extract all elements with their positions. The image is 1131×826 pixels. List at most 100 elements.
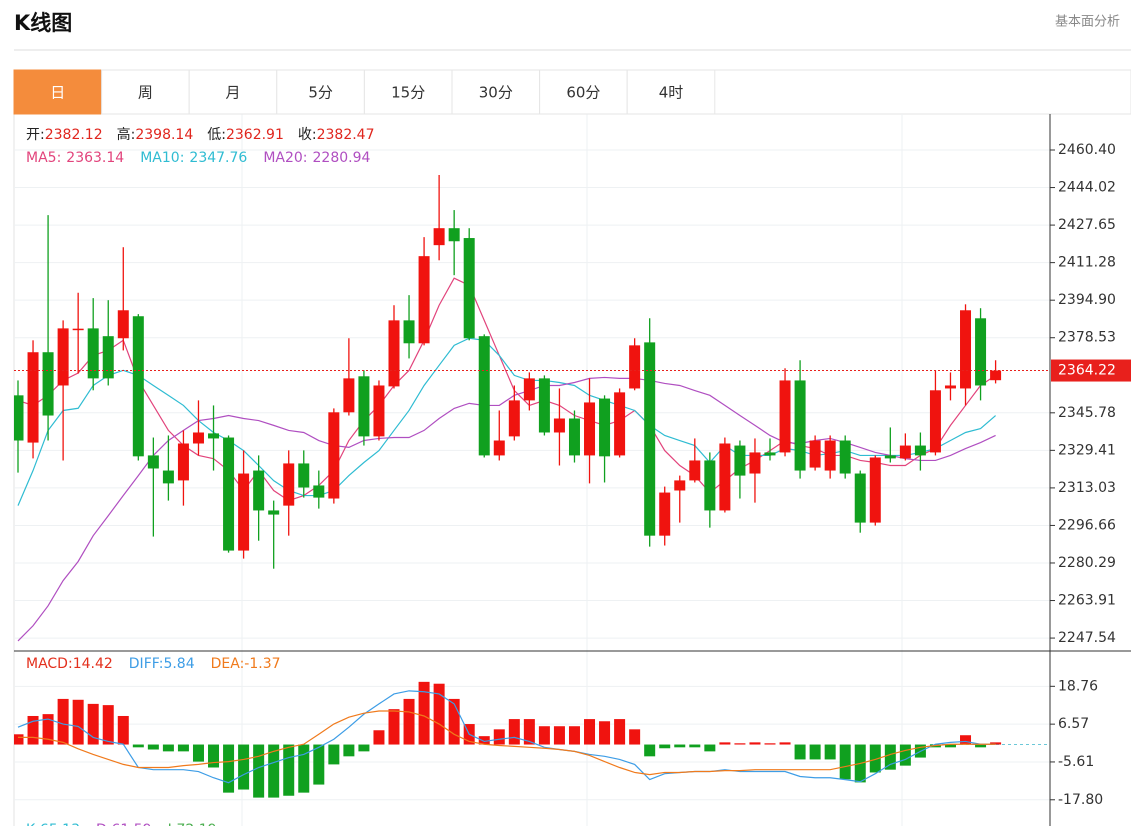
- candle-body: [132, 316, 144, 457]
- candle-body: [177, 443, 189, 481]
- tab-label[interactable]: 15分: [391, 84, 425, 102]
- macd-bar: [42, 714, 54, 745]
- candle-body: [704, 460, 716, 511]
- candle-body: [523, 378, 535, 401]
- macd-bar: [990, 742, 1002, 745]
- candle-body: [824, 440, 836, 471]
- readout-separator: :: [303, 150, 308, 166]
- tab[interactable]: [276, 69, 365, 115]
- candle-body: [87, 328, 99, 379]
- candle-body: [328, 412, 340, 499]
- ma-line: [17, 376, 996, 642]
- candle-body: [463, 238, 475, 339]
- tab[interactable]: [451, 69, 541, 115]
- readout-value: 2347.76: [189, 150, 247, 166]
- y-tick-label: 2444.02: [1058, 180, 1116, 196]
- macd-bar: [27, 715, 39, 745]
- tab-label[interactable]: 60分: [566, 84, 600, 102]
- y-tick-label: 2296.66: [1058, 517, 1116, 533]
- tab-label[interactable]: 日: [50, 84, 65, 102]
- y-tick-label: 2329.41: [1058, 442, 1116, 458]
- candle-body: [689, 460, 701, 481]
- tab-label[interactable]: 4时: [659, 84, 684, 102]
- readout-value: 2382.12: [45, 127, 103, 143]
- tab-label[interactable]: 月: [225, 84, 240, 102]
- candle-body: [268, 510, 280, 515]
- candle-body: [238, 473, 250, 551]
- macd-bar: [102, 705, 114, 745]
- y-tick-label: 2313.03: [1058, 480, 1116, 496]
- y-tick-label: 2378.53: [1058, 330, 1116, 346]
- macd-bar: [72, 699, 84, 745]
- macd-bar: [388, 709, 400, 745]
- candle-body: [27, 352, 39, 443]
- y-tick-label: 2411.28: [1058, 255, 1116, 271]
- readout-value: 14.42: [73, 656, 113, 672]
- macd-bar: [869, 744, 881, 773]
- candle-body: [839, 440, 851, 474]
- tab-label[interactable]: 周: [138, 84, 153, 102]
- y-tick-label: 6.57: [1058, 716, 1089, 732]
- readout-value: 5.84: [163, 656, 194, 672]
- macd-bar: [14, 734, 24, 745]
- macd-bar: [599, 721, 611, 745]
- tab-label[interactable]: 5分: [308, 84, 333, 102]
- candle-body: [794, 380, 806, 471]
- tab-label[interactable]: 30分: [479, 84, 513, 102]
- macd-bar: [644, 744, 656, 757]
- readout-value: 65.13: [40, 822, 80, 826]
- tab[interactable]: [101, 69, 190, 115]
- macd-bar: [659, 744, 671, 749]
- candle-body: [403, 320, 415, 344]
- macd-bar: [238, 744, 250, 790]
- candle-body: [223, 437, 235, 551]
- readout-value: 2363.14: [66, 150, 124, 166]
- macd-bar: [719, 742, 731, 745]
- candle-body: [599, 398, 611, 457]
- candle-body: [644, 342, 656, 536]
- readout-value: 2382.47: [317, 127, 375, 143]
- readout-separator: :: [240, 656, 245, 672]
- macd-bar: [343, 744, 355, 757]
- candle-body: [313, 485, 325, 498]
- macd-bar: [268, 744, 280, 798]
- candle-body: [448, 228, 460, 242]
- y-tick-label: -5.61: [1058, 754, 1094, 770]
- macd-bar: [749, 742, 761, 745]
- tab[interactable]: [363, 69, 453, 115]
- macd-bar: [223, 744, 235, 793]
- macd-line: [18, 710, 996, 776]
- fundamental-link[interactable]: 基本面分析: [1055, 15, 1120, 30]
- macd-bar: [584, 719, 596, 745]
- readout-separator: :: [312, 127, 317, 143]
- readout-separator: :: [107, 822, 112, 826]
- macd-bar: [403, 698, 415, 745]
- candle-body: [975, 318, 987, 386]
- macd-bar: [373, 730, 385, 745]
- macd-bar: [899, 744, 911, 766]
- candle-body: [72, 328, 84, 331]
- macd-bar: [824, 744, 836, 760]
- readout-label: DEA: [211, 656, 241, 672]
- tab[interactable]: [13, 69, 103, 115]
- candle-body: [553, 418, 565, 433]
- macd-bar: [704, 744, 716, 752]
- candle-body: [719, 443, 731, 511]
- tab[interactable]: [626, 69, 716, 115]
- readout-separator: :: [68, 656, 73, 672]
- candle-body: [478, 336, 490, 456]
- macd-bar: [358, 744, 370, 752]
- candle-body: [433, 228, 445, 246]
- candle-body: [779, 380, 791, 453]
- tab[interactable]: [188, 69, 278, 115]
- readout-value: 61.59: [112, 822, 152, 826]
- candle-body: [869, 457, 881, 523]
- macd-bar: [478, 736, 490, 745]
- candle-body: [990, 370, 1002, 381]
- macd-bar: [764, 743, 776, 745]
- macd-bar: [298, 744, 310, 793]
- candle-body: [373, 385, 385, 437]
- candle-body: [929, 390, 941, 453]
- macd-bar: [57, 698, 69, 745]
